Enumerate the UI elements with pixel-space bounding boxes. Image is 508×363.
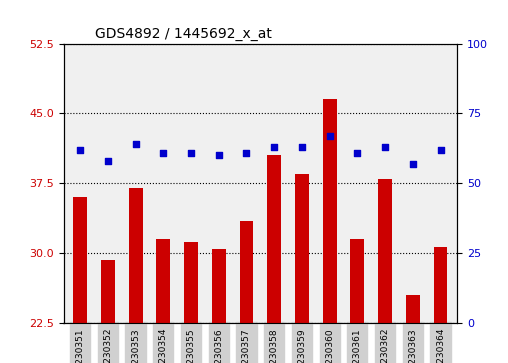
Bar (184, 242, 198, 323)
Point (187, 150, 195, 155)
Bar (73, 197, 87, 323)
Text: GDS4892 / 1445692_x_at: GDS4892 / 1445692_x_at (95, 27, 272, 41)
Point (76, 147, 84, 153)
Bar (295, 174, 309, 323)
Bar (267, 155, 281, 323)
Bar (434, 247, 448, 323)
Bar (129, 188, 143, 323)
Bar (351, 239, 364, 323)
Point (242, 150, 250, 155)
Bar (378, 179, 392, 323)
Bar (156, 239, 170, 323)
Point (270, 144, 278, 150)
Bar (212, 249, 226, 323)
Point (409, 161, 417, 167)
Point (381, 144, 389, 150)
Point (104, 158, 112, 164)
Point (326, 133, 334, 139)
Point (298, 144, 306, 150)
Bar (101, 260, 115, 323)
Point (436, 147, 444, 153)
Point (215, 152, 223, 158)
Point (159, 150, 167, 155)
Point (132, 141, 140, 147)
Bar (240, 221, 253, 323)
Bar (406, 295, 420, 323)
Point (354, 150, 362, 155)
Bar (323, 99, 337, 323)
